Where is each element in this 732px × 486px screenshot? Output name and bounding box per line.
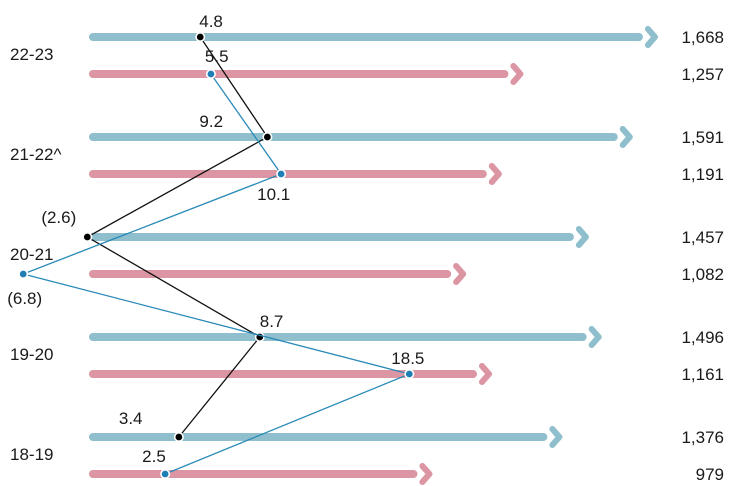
bar-arrow-tip <box>453 263 467 285</box>
total-label: 1,082 <box>681 265 724 284</box>
bar-arrow-tip <box>510 63 524 85</box>
bar-arrow-tip <box>588 326 602 348</box>
growth-label: 2.5 <box>142 447 166 466</box>
total-label: 1,161 <box>681 365 724 384</box>
growth-point <box>173 431 184 442</box>
growth-label: (2.6) <box>41 208 76 227</box>
growth-point <box>195 31 206 42</box>
total-label: 1,457 <box>681 228 724 247</box>
category-label: 19-20 <box>10 345 53 364</box>
bar-arrow-tip <box>619 126 633 148</box>
total-label: 979 <box>696 465 724 484</box>
bars-layer <box>89 26 658 485</box>
growth-point <box>82 232 93 243</box>
category-label: 22-23 <box>10 45 53 64</box>
total-label: 1,376 <box>681 428 724 447</box>
growth-point <box>262 132 273 143</box>
growth-label: 8.7 <box>260 312 284 331</box>
total-label: 1,591 <box>681 128 724 147</box>
growth-point <box>276 169 287 180</box>
growth-label: 3.4 <box>119 409 143 428</box>
growth-point <box>160 468 171 479</box>
category-label: 20-21 <box>10 245 53 264</box>
growth-point <box>205 69 216 80</box>
bar-arrow-tip <box>419 463 433 485</box>
bar-arrow-tip <box>575 226 589 248</box>
category-label: 18-19 <box>10 445 53 464</box>
growth-label: 4.8 <box>199 12 223 31</box>
labels-layer: 22-23 21-22^ 20-21 19-20 18-19 1,668 1,591 1,45… <box>7 12 724 484</box>
growth-label: 10.1 <box>257 185 290 204</box>
total-label: 1,496 <box>681 328 724 347</box>
bar-arrow-tip <box>488 163 502 185</box>
growth-lines-layer <box>18 31 415 479</box>
growth-label: 18.5 <box>391 349 424 368</box>
growth-label: 5.5 <box>205 47 229 66</box>
total-label: 1,257 <box>681 65 724 84</box>
category-label: 21-22^ <box>10 145 61 164</box>
total-label: 1,191 <box>681 165 724 184</box>
growth-point <box>404 368 415 379</box>
bar-arrow-tip <box>644 26 658 48</box>
growth-label: (6.8) <box>7 289 42 308</box>
total-label: 1,668 <box>681 28 724 47</box>
growth-point <box>18 268 29 279</box>
growth-label: 9.2 <box>199 112 223 131</box>
bar-arrow-tip <box>478 363 492 385</box>
bar-arrow-tip <box>549 426 563 448</box>
